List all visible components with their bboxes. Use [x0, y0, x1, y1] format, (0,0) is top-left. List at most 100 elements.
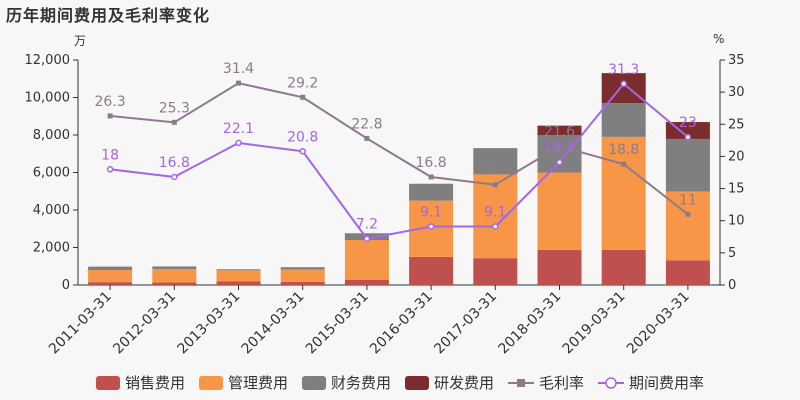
line-期间费用率	[109, 82, 689, 240]
legend-item[interactable]: 研发费用	[405, 372, 494, 393]
legend-item[interactable]: 毛利率	[508, 372, 584, 393]
data-label-期间费用率: 23	[679, 115, 697, 131]
bar-管理费用	[537, 172, 582, 250]
data-label-毛利率: 15.6	[480, 163, 511, 179]
data-label-毛利率: 26.3	[95, 94, 126, 110]
bar-管理费用	[152, 269, 197, 283]
x-tick-label: 2015-03-31	[303, 289, 372, 358]
chart-legend: 销售费用 管理费用 财务费用 研发费用 毛利率 期间费用率	[0, 372, 800, 393]
point-期间费用率	[106, 166, 114, 173]
legend-label: 销售费用	[124, 374, 185, 392]
left-tick-label: 12,000	[25, 53, 71, 68]
point-毛利率	[236, 80, 241, 86]
point-毛利率	[300, 94, 306, 100]
bar-销售费用	[537, 249, 582, 285]
bar-研发费用	[665, 122, 710, 139]
legend-label: 研发费用	[434, 374, 495, 392]
bar-财务费用	[665, 138, 710, 192]
bar-管理费用	[88, 270, 133, 283]
bar-销售费用	[665, 260, 710, 285]
x-tick-label: 2020-03-31	[624, 289, 693, 358]
legend-item[interactable]: 期间费用率	[598, 372, 704, 393]
bar-管理费用	[473, 174, 518, 259]
point-期间费用率	[492, 223, 499, 230]
bar-财务费用	[409, 183, 454, 201]
data-label-毛利率: 29.2	[287, 75, 318, 91]
data-label-期间费用率: 16.8	[159, 155, 190, 171]
x-tick-label: 2012-03-31	[110, 289, 179, 358]
right-tick-label: 5	[728, 246, 736, 261]
data-label-期间费用率: 18	[101, 147, 119, 163]
legend-line-symbol	[598, 376, 625, 389]
legend-label: 财务费用	[330, 374, 391, 392]
right-tick-label: 0	[728, 278, 736, 293]
left-tick-label: 4,000	[33, 203, 70, 218]
x-tick-label: 2018-03-31	[495, 289, 564, 358]
point-期间费用率	[556, 158, 563, 166]
left-tick-label: 10,000	[25, 91, 71, 106]
left-tick-label: 0	[62, 278, 70, 293]
point-毛利率	[364, 135, 370, 141]
bar-研发费用	[537, 125, 582, 135]
point-期间费用率	[235, 139, 242, 147]
right-tick-label: 25	[728, 117, 745, 132]
bar-财务费用	[473, 148, 518, 175]
legend-label: 管理费用	[227, 374, 288, 392]
left-axis-unit: 万	[74, 34, 87, 48]
x-tick-label: 2016-03-31	[367, 289, 436, 358]
data-label-期间费用率: 9.1	[420, 205, 442, 221]
legend-label: 期间费用率	[629, 374, 705, 392]
point-期间费用率	[684, 133, 692, 141]
bar-销售费用	[601, 249, 646, 285]
bar-管理费用	[344, 240, 389, 280]
bar-销售费用	[344, 279, 389, 285]
right-tick-label: 10	[728, 214, 745, 229]
right-tick-label: 15	[728, 182, 745, 197]
point-毛利率	[685, 211, 691, 217]
bar-管理费用	[601, 136, 646, 250]
chart-title: 历年期间费用及毛利率变化	[6, 6, 211, 25]
data-label-毛利率: 21.6	[544, 124, 575, 140]
x-tick-label: 2014-03-31	[239, 289, 308, 358]
bar-财务费用	[601, 103, 646, 137]
point-期间费用率	[171, 173, 178, 181]
data-label-期间费用率: 22.1	[223, 121, 254, 137]
data-label-期间费用率: 9.1	[484, 205, 506, 221]
bar-财务费用	[216, 269, 261, 271]
data-label-期间费用率: 20.8	[287, 129, 318, 145]
legend-item[interactable]: 销售费用	[95, 372, 185, 393]
bar-财务费用	[537, 135, 582, 173]
data-label-毛利率: 25.3	[159, 100, 190, 116]
legend-swatch	[405, 375, 429, 390]
bar-销售费用	[152, 282, 197, 285]
x-tick-label: 2019-03-31	[560, 289, 629, 358]
point-毛利率	[492, 182, 498, 188]
bar-财务费用	[88, 266, 133, 270]
point-毛利率	[107, 113, 113, 119]
legend-swatch	[95, 375, 120, 390]
left-tick-label: 8,000	[33, 128, 70, 143]
legend-label: 毛利率	[539, 374, 585, 392]
legend-swatch	[198, 375, 223, 390]
right-tick-label: 35	[728, 53, 745, 68]
data-label-毛利率: 16.8	[416, 155, 447, 171]
point-毛利率	[428, 174, 434, 180]
bar-销售费用	[280, 281, 325, 285]
bar-研发费用	[601, 73, 646, 104]
left-tick-label: 2,000	[33, 241, 70, 256]
bar-管理费用	[280, 269, 325, 282]
x-tick-label: 2011-03-31	[46, 289, 115, 358]
data-label-毛利率: 11	[679, 192, 697, 208]
data-label-毛利率: 18.8	[608, 142, 639, 158]
bar-销售费用	[88, 282, 133, 285]
data-label-期间费用率: 7.2	[356, 217, 378, 233]
bar-财务费用	[280, 267, 325, 270]
point-期间费用率	[620, 80, 627, 88]
x-tick-label: 2013-03-31	[174, 289, 243, 358]
legend-item[interactable]: 财务费用	[301, 372, 391, 393]
legend-item[interactable]: 管理费用	[198, 372, 288, 393]
x-tick-label: 2017-03-31	[431, 289, 500, 358]
right-tick-label: 30	[728, 85, 745, 100]
left-tick-label: 6,000	[33, 166, 70, 181]
